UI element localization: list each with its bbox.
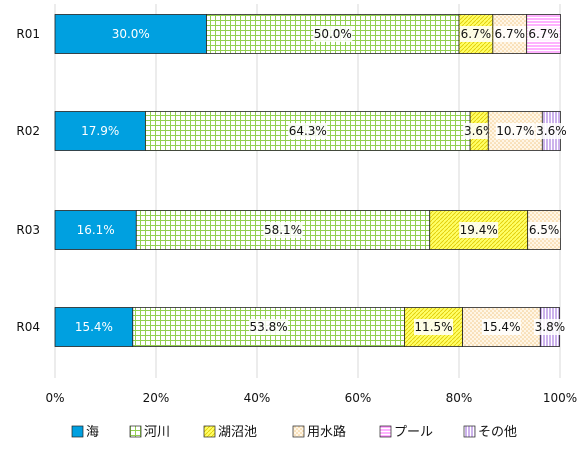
category-label: R04 (16, 320, 40, 334)
data-label: 64.3% (289, 124, 327, 138)
data-label: 16.1% (77, 223, 115, 237)
data-label-bg (288, 123, 328, 139)
data-label: 19.4% (460, 223, 498, 237)
bars: 30.0% 50.0% 6.7% 6.7% 6.7%17.9% 64.3% 3.6% 10.7… (54, 14, 568, 347)
data-label-bg (481, 319, 521, 335)
category-label: R03 (16, 223, 40, 237)
bar-segment (462, 307, 541, 347)
data-label: 3.8% (535, 320, 566, 334)
legend: 海 河川 湖沼池 用水路 プール その他 (71, 424, 517, 440)
legend-label: 湖沼池 (218, 425, 257, 440)
data-label: 11.5% (414, 320, 452, 334)
data-label: 6.7% (461, 27, 492, 41)
data-label: 50.0% (314, 27, 352, 41)
data-label: 15.4% (482, 320, 520, 334)
data-label-bg (313, 26, 353, 42)
bar-segment (54, 14, 207, 54)
data-label: 17.9% (81, 124, 119, 138)
legend-swatch (71, 425, 84, 438)
x-tick-label: 40% (244, 391, 271, 405)
data-label: 15.4% (75, 320, 113, 334)
data-label-bg (459, 26, 492, 42)
data-label: 6.5% (529, 223, 560, 237)
data-label-bg (263, 222, 303, 238)
x-tick-label: 80% (446, 391, 473, 405)
x-tick-label: 100% (543, 391, 577, 405)
data-label: 58.1% (264, 223, 302, 237)
data-label-bg (459, 222, 499, 238)
data-label-bg (495, 123, 535, 139)
data-label: 53.8% (250, 320, 288, 334)
category-label: R01 (16, 27, 40, 41)
bar-segment (54, 210, 137, 250)
legend-swatch (379, 425, 392, 438)
legend-swatch (129, 425, 142, 438)
data-label: 6.7% (528, 27, 559, 41)
data-label: 3.6% (464, 124, 495, 138)
legend-label: 海 (86, 425, 99, 440)
data-label-bg (463, 123, 496, 139)
x-tick-label: 60% (345, 391, 372, 405)
data-label: 3.6% (536, 124, 567, 138)
legend-swatch (203, 425, 216, 438)
legend-swatch (463, 425, 476, 438)
legend-label: プール (394, 425, 433, 440)
data-label-bg (413, 319, 453, 335)
legend-swatch (292, 425, 305, 438)
data-label: 10.7% (496, 124, 534, 138)
category-label: R02 (16, 124, 40, 138)
data-label-bg (527, 26, 560, 42)
data-label: 6.7% (495, 27, 526, 41)
x-axis-ticks: 0% 20% 40% 60% 80% 100% (45, 391, 577, 405)
data-label-bg (249, 319, 289, 335)
category-labels: R01 R02 R03 R04 (16, 27, 40, 334)
x-tick-label: 0% (45, 391, 64, 405)
bar-segment (135, 210, 431, 250)
x-tick-label: 20% (143, 391, 170, 405)
data-label-bg (493, 26, 526, 42)
data-label: 30.0% (112, 27, 150, 41)
data-label-bg (535, 123, 568, 139)
legend-label: その他 (478, 425, 517, 440)
data-label-bg (533, 319, 566, 335)
legend-label: 河川 (144, 425, 170, 440)
legend-label: 用水路 (307, 424, 346, 440)
data-label-bg (528, 222, 561, 238)
